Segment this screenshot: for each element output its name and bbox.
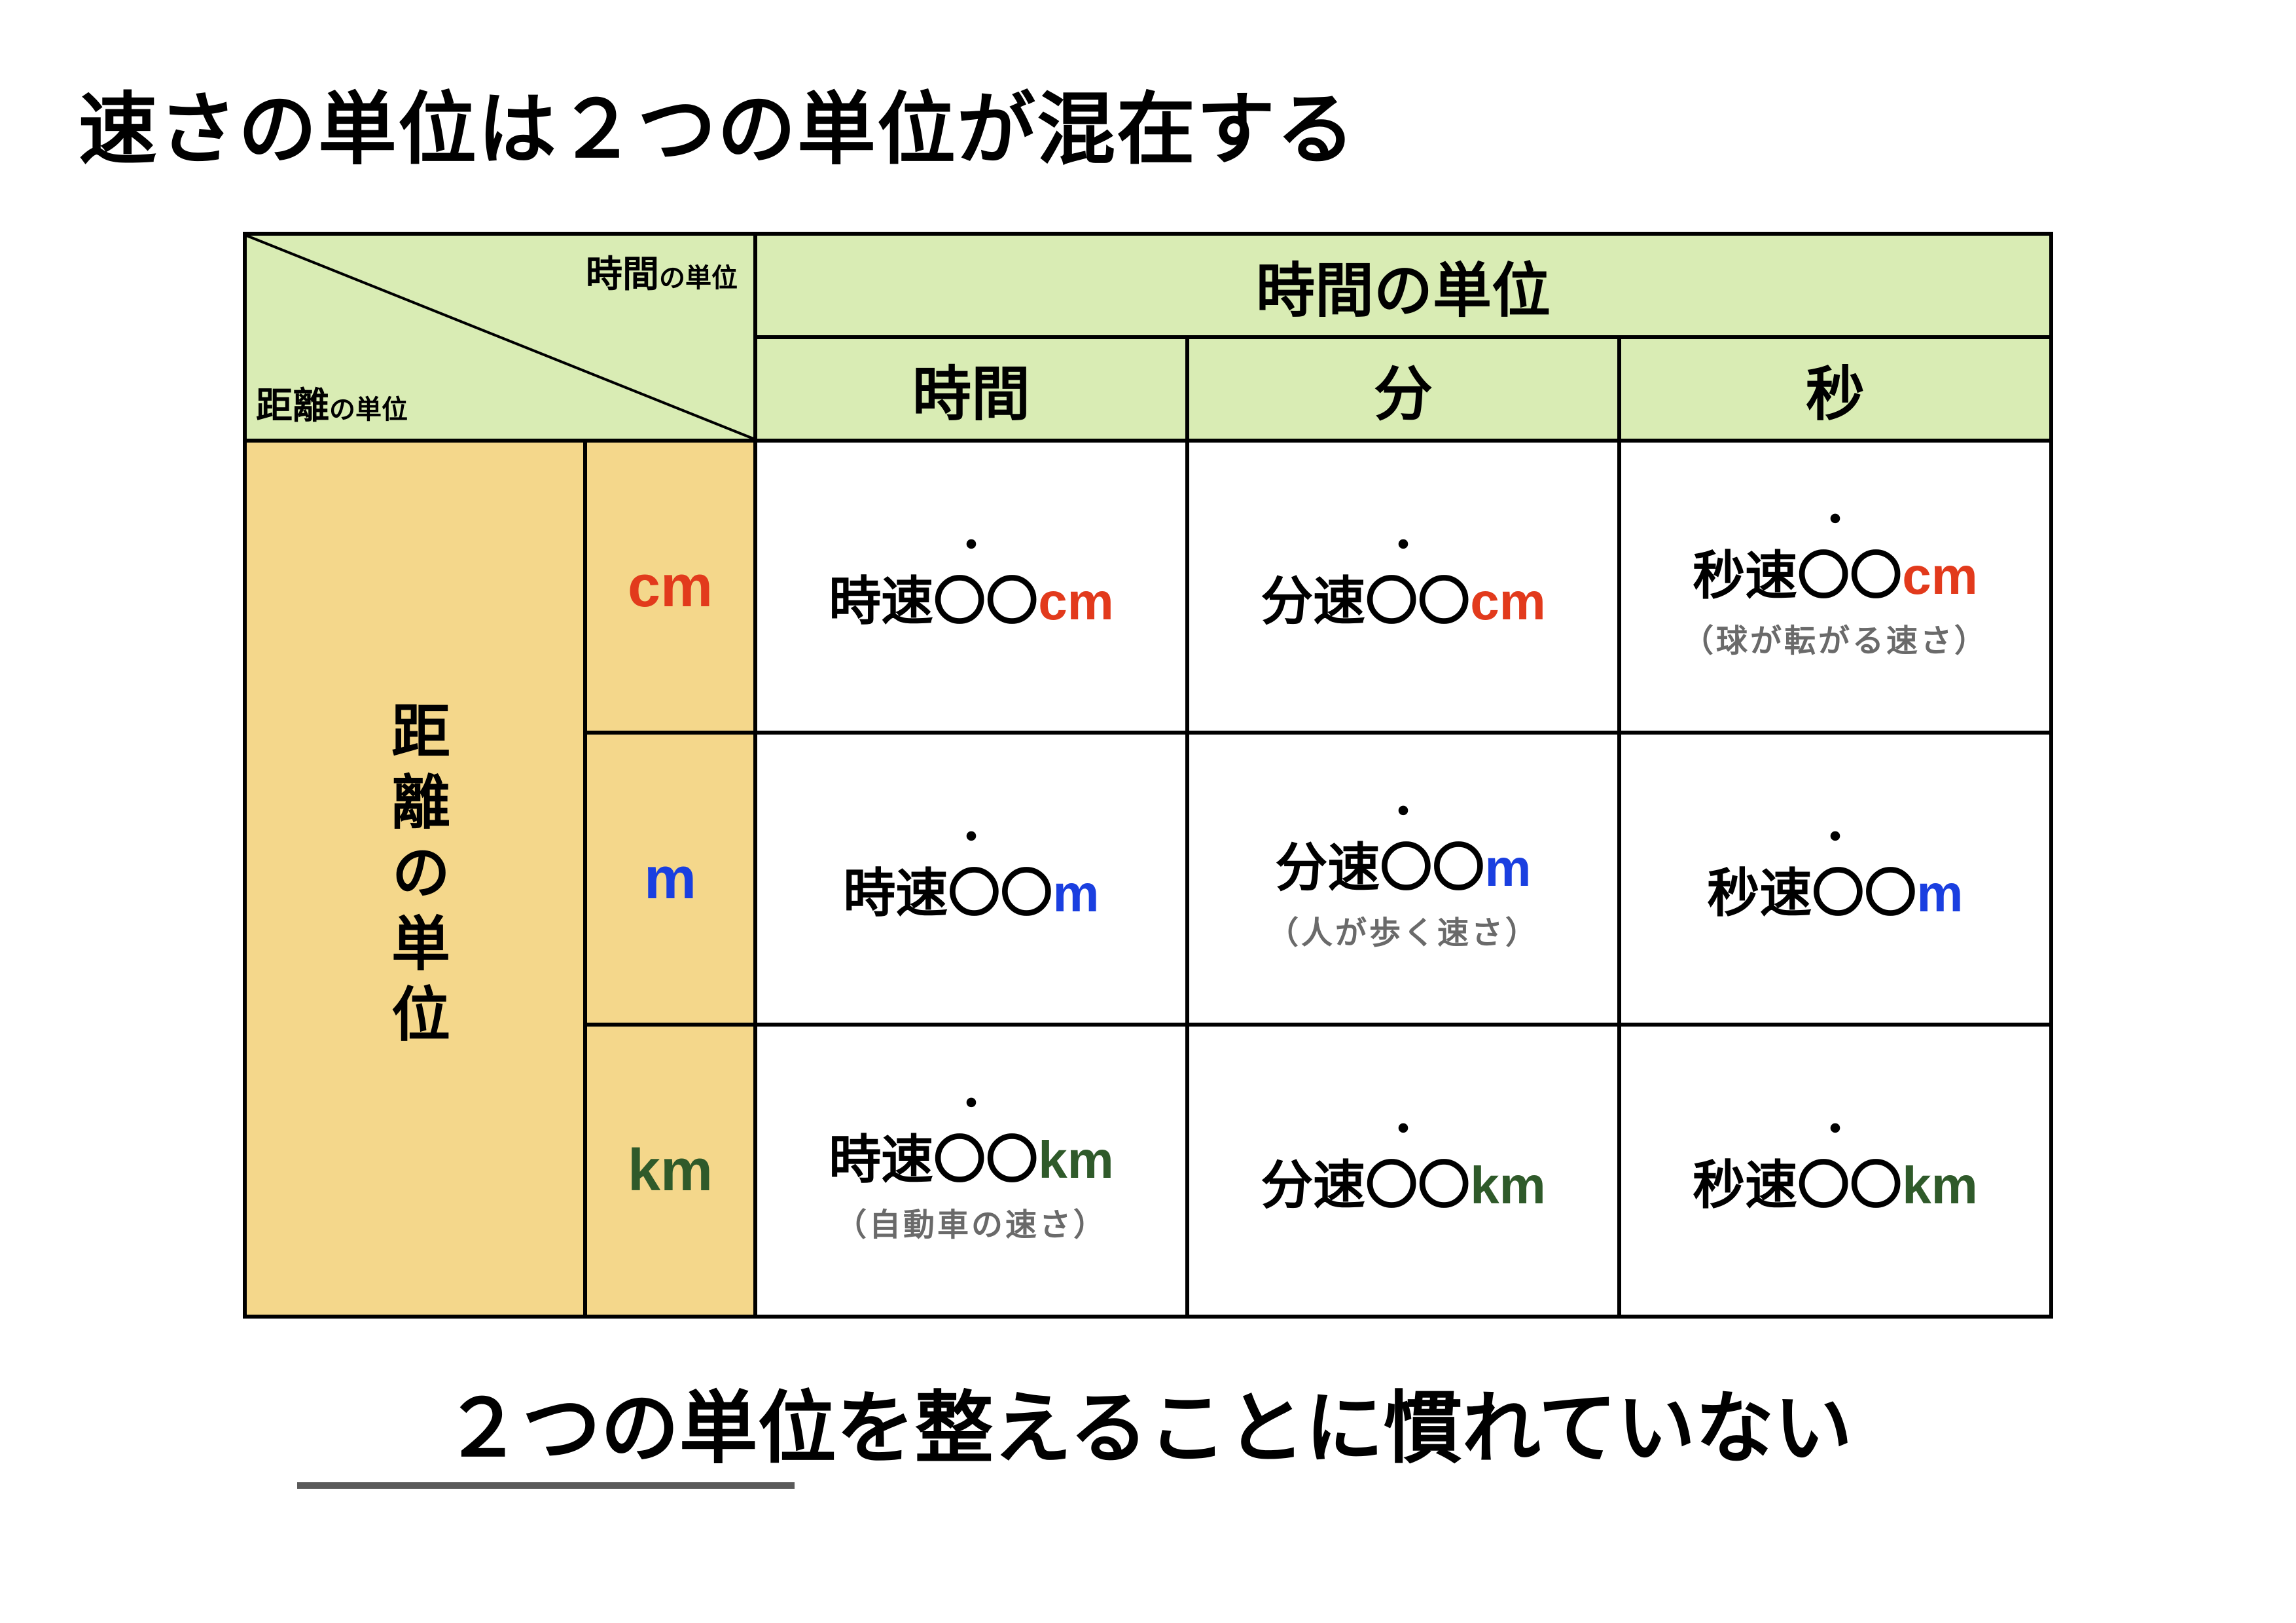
- cell-m-minute: ・ 分速〇〇m （人が歩く速さ）: [1187, 733, 1619, 1025]
- dot-icon: ・: [952, 1097, 991, 1112]
- cell-km-hour: ・ 時速〇〇km （自動車の速さ）: [755, 1025, 1187, 1317]
- page: 速さの単位は２つの単位が混在する 時間の単位: [0, 0, 2296, 1623]
- cell-prefix: 分速〇〇: [1275, 839, 1484, 897]
- distance-span-header: 距離の単位: [245, 441, 585, 1317]
- dot-icon: ・: [1816, 1122, 1855, 1138]
- cell-km-minute: ・ 分速〇〇km: [1187, 1025, 1619, 1317]
- cell-unit: m: [1484, 839, 1531, 897]
- dot-icon: ・: [952, 830, 991, 846]
- distance-unit-m: m: [585, 733, 755, 1025]
- dot-icon: ・: [1384, 538, 1423, 554]
- cell-note: （人が歩く速さ）: [1267, 907, 1539, 953]
- time-col-second: 秒: [1619, 337, 2051, 441]
- corner-top-prefix: 時間: [586, 253, 659, 295]
- cell-cm-hour: ・ 時速〇〇cm: [755, 441, 1187, 733]
- cell-unit: m: [1052, 864, 1099, 922]
- cell-m-hour: ・ 時速〇〇m: [755, 733, 1187, 1025]
- cell-prefix: 時速〇〇: [829, 572, 1038, 630]
- cell-prefix: 秒速〇〇: [1693, 1156, 1902, 1214]
- cell-prefix: 時速〇〇: [843, 864, 1052, 922]
- cell-note: （球が転がる速さ）: [1682, 615, 1988, 661]
- header-row-1: 時間の単位 距離の単位 時間の単位: [245, 234, 2051, 337]
- cell-prefix: 秒速〇〇: [1693, 547, 1902, 605]
- cell-prefix: 秒速〇〇: [1707, 864, 1916, 922]
- footer: ２つの単位を整えることに慣れていない: [79, 1364, 2217, 1489]
- cell-cm-second: ・ 秒速〇〇cm （球が転がる速さ）: [1619, 441, 2051, 733]
- corner-cell: 時間の単位 距離の単位: [245, 234, 755, 441]
- dot-icon: ・: [1384, 1122, 1423, 1138]
- cell-m-second: ・ 秒速〇〇m: [1619, 733, 2051, 1025]
- time-col-minute: 分: [1187, 337, 1619, 441]
- cell-unit: cm: [1902, 547, 1978, 605]
- footer-underline: [297, 1482, 795, 1489]
- cell-unit: cm: [1038, 572, 1114, 630]
- page-title: 速さの単位は２つの単位が混在する: [79, 65, 2217, 179]
- corner-bottom-label: 距離の単位: [256, 376, 408, 429]
- distance-span-label: 距離の単位: [372, 674, 457, 1080]
- cell-prefix: 分速〇〇: [1261, 572, 1470, 630]
- distance-unit-km: km: [585, 1025, 755, 1317]
- cell-unit: cm: [1470, 572, 1546, 630]
- dot-icon: ・: [1816, 513, 1855, 528]
- distance-unit-cm: cm: [585, 441, 755, 733]
- footer-text: ２つの単位を整えることに慣れていない: [444, 1364, 1853, 1478]
- cell-unit: km: [1470, 1156, 1546, 1214]
- units-table: 時間の単位 距離の単位 時間の単位 時間 分 秒 距離の単位 cm: [243, 232, 2053, 1319]
- table-wrap: 時間の単位 距離の単位 時間の単位 時間 分 秒 距離の単位 cm: [79, 232, 2217, 1319]
- cell-unit: km: [1038, 1131, 1114, 1189]
- cell-cm-minute: ・ 分速〇〇cm: [1187, 441, 1619, 733]
- dot-icon: ・: [952, 538, 991, 554]
- corner-top-suffix: の単位: [659, 264, 738, 293]
- cell-unit: m: [1916, 864, 1963, 922]
- time-span-header: 時間の単位: [755, 234, 2051, 337]
- time-col-hour: 時間: [755, 337, 1187, 441]
- cell-prefix: 分速〇〇: [1261, 1156, 1470, 1214]
- corner-bottom-suffix: の単位: [329, 395, 408, 424]
- cell-note: （自動車の速さ）: [835, 1199, 1107, 1245]
- dot-icon: ・: [1384, 805, 1423, 820]
- dot-icon: ・: [1816, 830, 1855, 846]
- cell-prefix: 時速〇〇: [829, 1131, 1038, 1189]
- cell-unit: km: [1902, 1156, 1978, 1214]
- cell-km-second: ・ 秒速〇〇km: [1619, 1025, 2051, 1317]
- data-row-cm: 距離の単位 cm ・ 時速〇〇cm ・ 分速〇〇cm: [245, 441, 2051, 733]
- corner-top-label: 時間の単位: [586, 245, 738, 298]
- corner-bottom-prefix: 距離: [256, 385, 329, 426]
